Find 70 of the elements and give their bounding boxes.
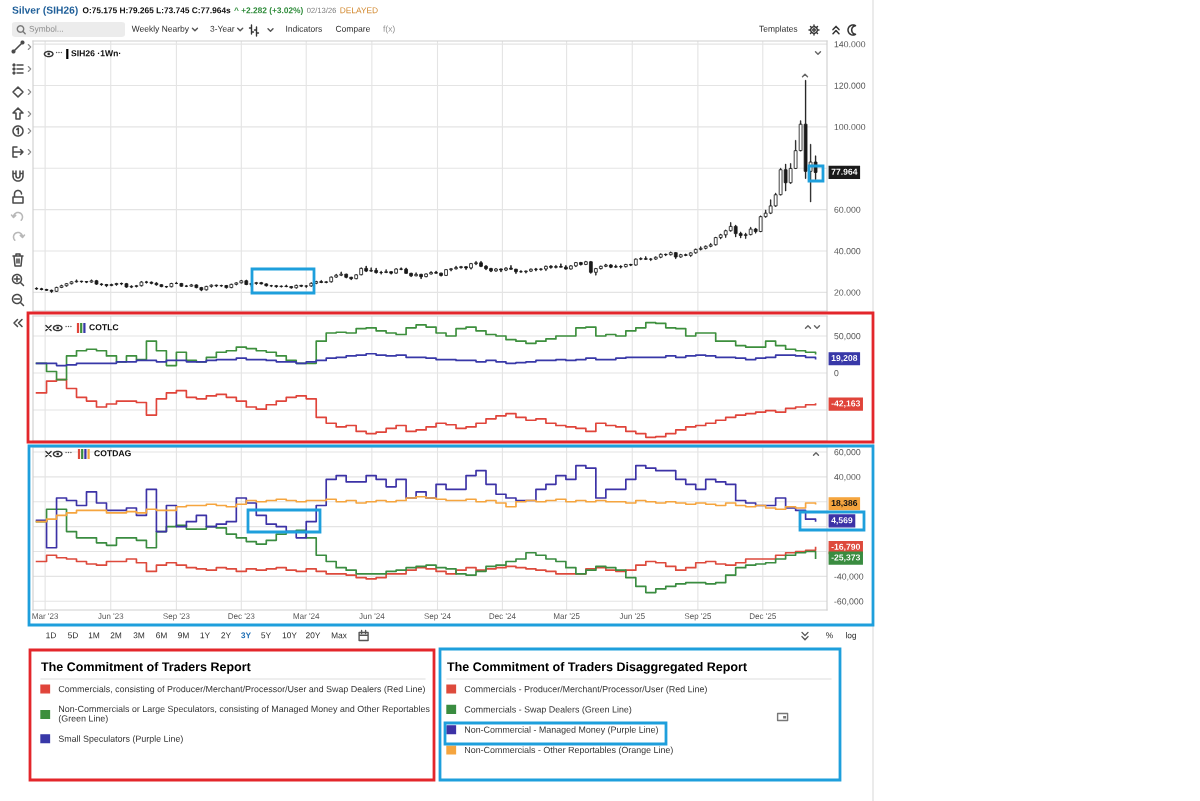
y-tick-label: 50,000 (834, 333, 861, 341)
text: 9M (178, 632, 189, 639)
text: % (826, 632, 833, 639)
text: 3-Year (210, 25, 235, 32)
x-tick-label: Jun '25 (619, 613, 645, 619)
text: 2M (110, 632, 122, 639)
text: 1M (88, 632, 100, 639)
text: log (846, 632, 857, 640)
text: 1D (46, 632, 56, 639)
text: 2Y (221, 632, 231, 639)
y-tick-label: 0 (834, 370, 839, 377)
text: 6M (156, 632, 167, 639)
text: Weekly Nearby (131, 25, 189, 34)
annotation: SIH26 ·1Wn· (71, 50, 121, 57)
y-tick-label: 100.000 (834, 123, 866, 131)
text: 3M (133, 632, 145, 639)
text: 1Y (200, 632, 210, 639)
text: DELAYED (340, 7, 378, 14)
text: Templates (759, 25, 798, 34)
x-tick-label: Jun '23 (98, 613, 124, 619)
text: COTLC (89, 324, 119, 331)
text: Indicators (286, 25, 322, 32)
y-tick-label: 60.000 (834, 206, 861, 213)
legend-label: Small Speculators (Purple Line) (58, 735, 183, 744)
text: f(x) (383, 25, 395, 34)
data-label: 18,386 (831, 499, 858, 508)
text: 3Y (241, 632, 251, 639)
text: Max (331, 632, 347, 639)
legend-label: Commercials, consisting of Producer/Merchant/Processor/User and Swap Dealers (Red Line) (58, 685, 425, 694)
y-tick-label: 40.000 (834, 248, 861, 255)
text: 5Y (261, 632, 271, 639)
y-tick-label: 60,000 (834, 449, 861, 457)
chart-title: COTDAG (94, 450, 131, 457)
data-label: -16,790 (831, 543, 861, 552)
x-tick-label: Mar '23 (32, 613, 59, 619)
text: 20Y (306, 632, 321, 639)
x-tick-label: Sep '25 (684, 613, 712, 621)
x-tick-label: Mar '25 (553, 613, 580, 619)
text: 77.964 (831, 168, 858, 175)
x-tick-label: Sep '23 (163, 613, 190, 621)
text: Compare (335, 25, 370, 34)
legend-label: Commercials - Swap Dealers (Green Line) (464, 706, 632, 715)
x-tick-label: Dec '24 (489, 613, 516, 619)
chart-title: Silver (SIH26) (12, 6, 78, 16)
text: 10Y (282, 632, 297, 639)
y-tick-label: 20.000 (834, 289, 861, 296)
data-label: -42,163 (831, 400, 861, 408)
x-tick-label: Sep '24 (424, 613, 451, 621)
text: O:75.175 H:79.265 L:73.745 C:77.964s (82, 7, 231, 14)
y-tick-label: -40,000 (834, 573, 864, 581)
legend-label: Non-Commercials or Large Speculators, consisting of Managed Money and Other Reportables (Green Line) (58, 705, 430, 724)
text: ^ +2.282 (+3.02%) (234, 7, 303, 15)
legend-title: The Commitment of Traders Report (41, 662, 251, 674)
data-label: -25,373 (831, 554, 861, 562)
y-tick-label: 120.000 (834, 82, 866, 89)
y-tick-label: -60,000 (834, 598, 864, 606)
legend-label: Non-Commercials - Other Reportables (Orange Line) (465, 746, 673, 755)
data-label: 4,569 (831, 517, 853, 525)
legend-label: Commercials - Producer/Merchant/Processor/User (Red Line) (464, 685, 707, 694)
x-tick-label: Mar '24 (293, 613, 320, 619)
legend-label: Non-Commercial - Managed Money (Purple Line) (465, 726, 658, 735)
text: Symbol... (29, 25, 63, 34)
x-tick-label: Dec '23 (228, 613, 255, 619)
text: 5D (68, 632, 78, 639)
x-tick-label: Jun '24 (359, 613, 385, 619)
y-tick-label: 40,000 (834, 473, 861, 482)
x-tick-label: Dec '25 (749, 613, 776, 619)
data-label: 19,208 (831, 354, 858, 363)
legend-title: The Commitment of Traders Disaggregated Report (447, 662, 747, 674)
y-tick-label: 140.000 (834, 41, 866, 48)
